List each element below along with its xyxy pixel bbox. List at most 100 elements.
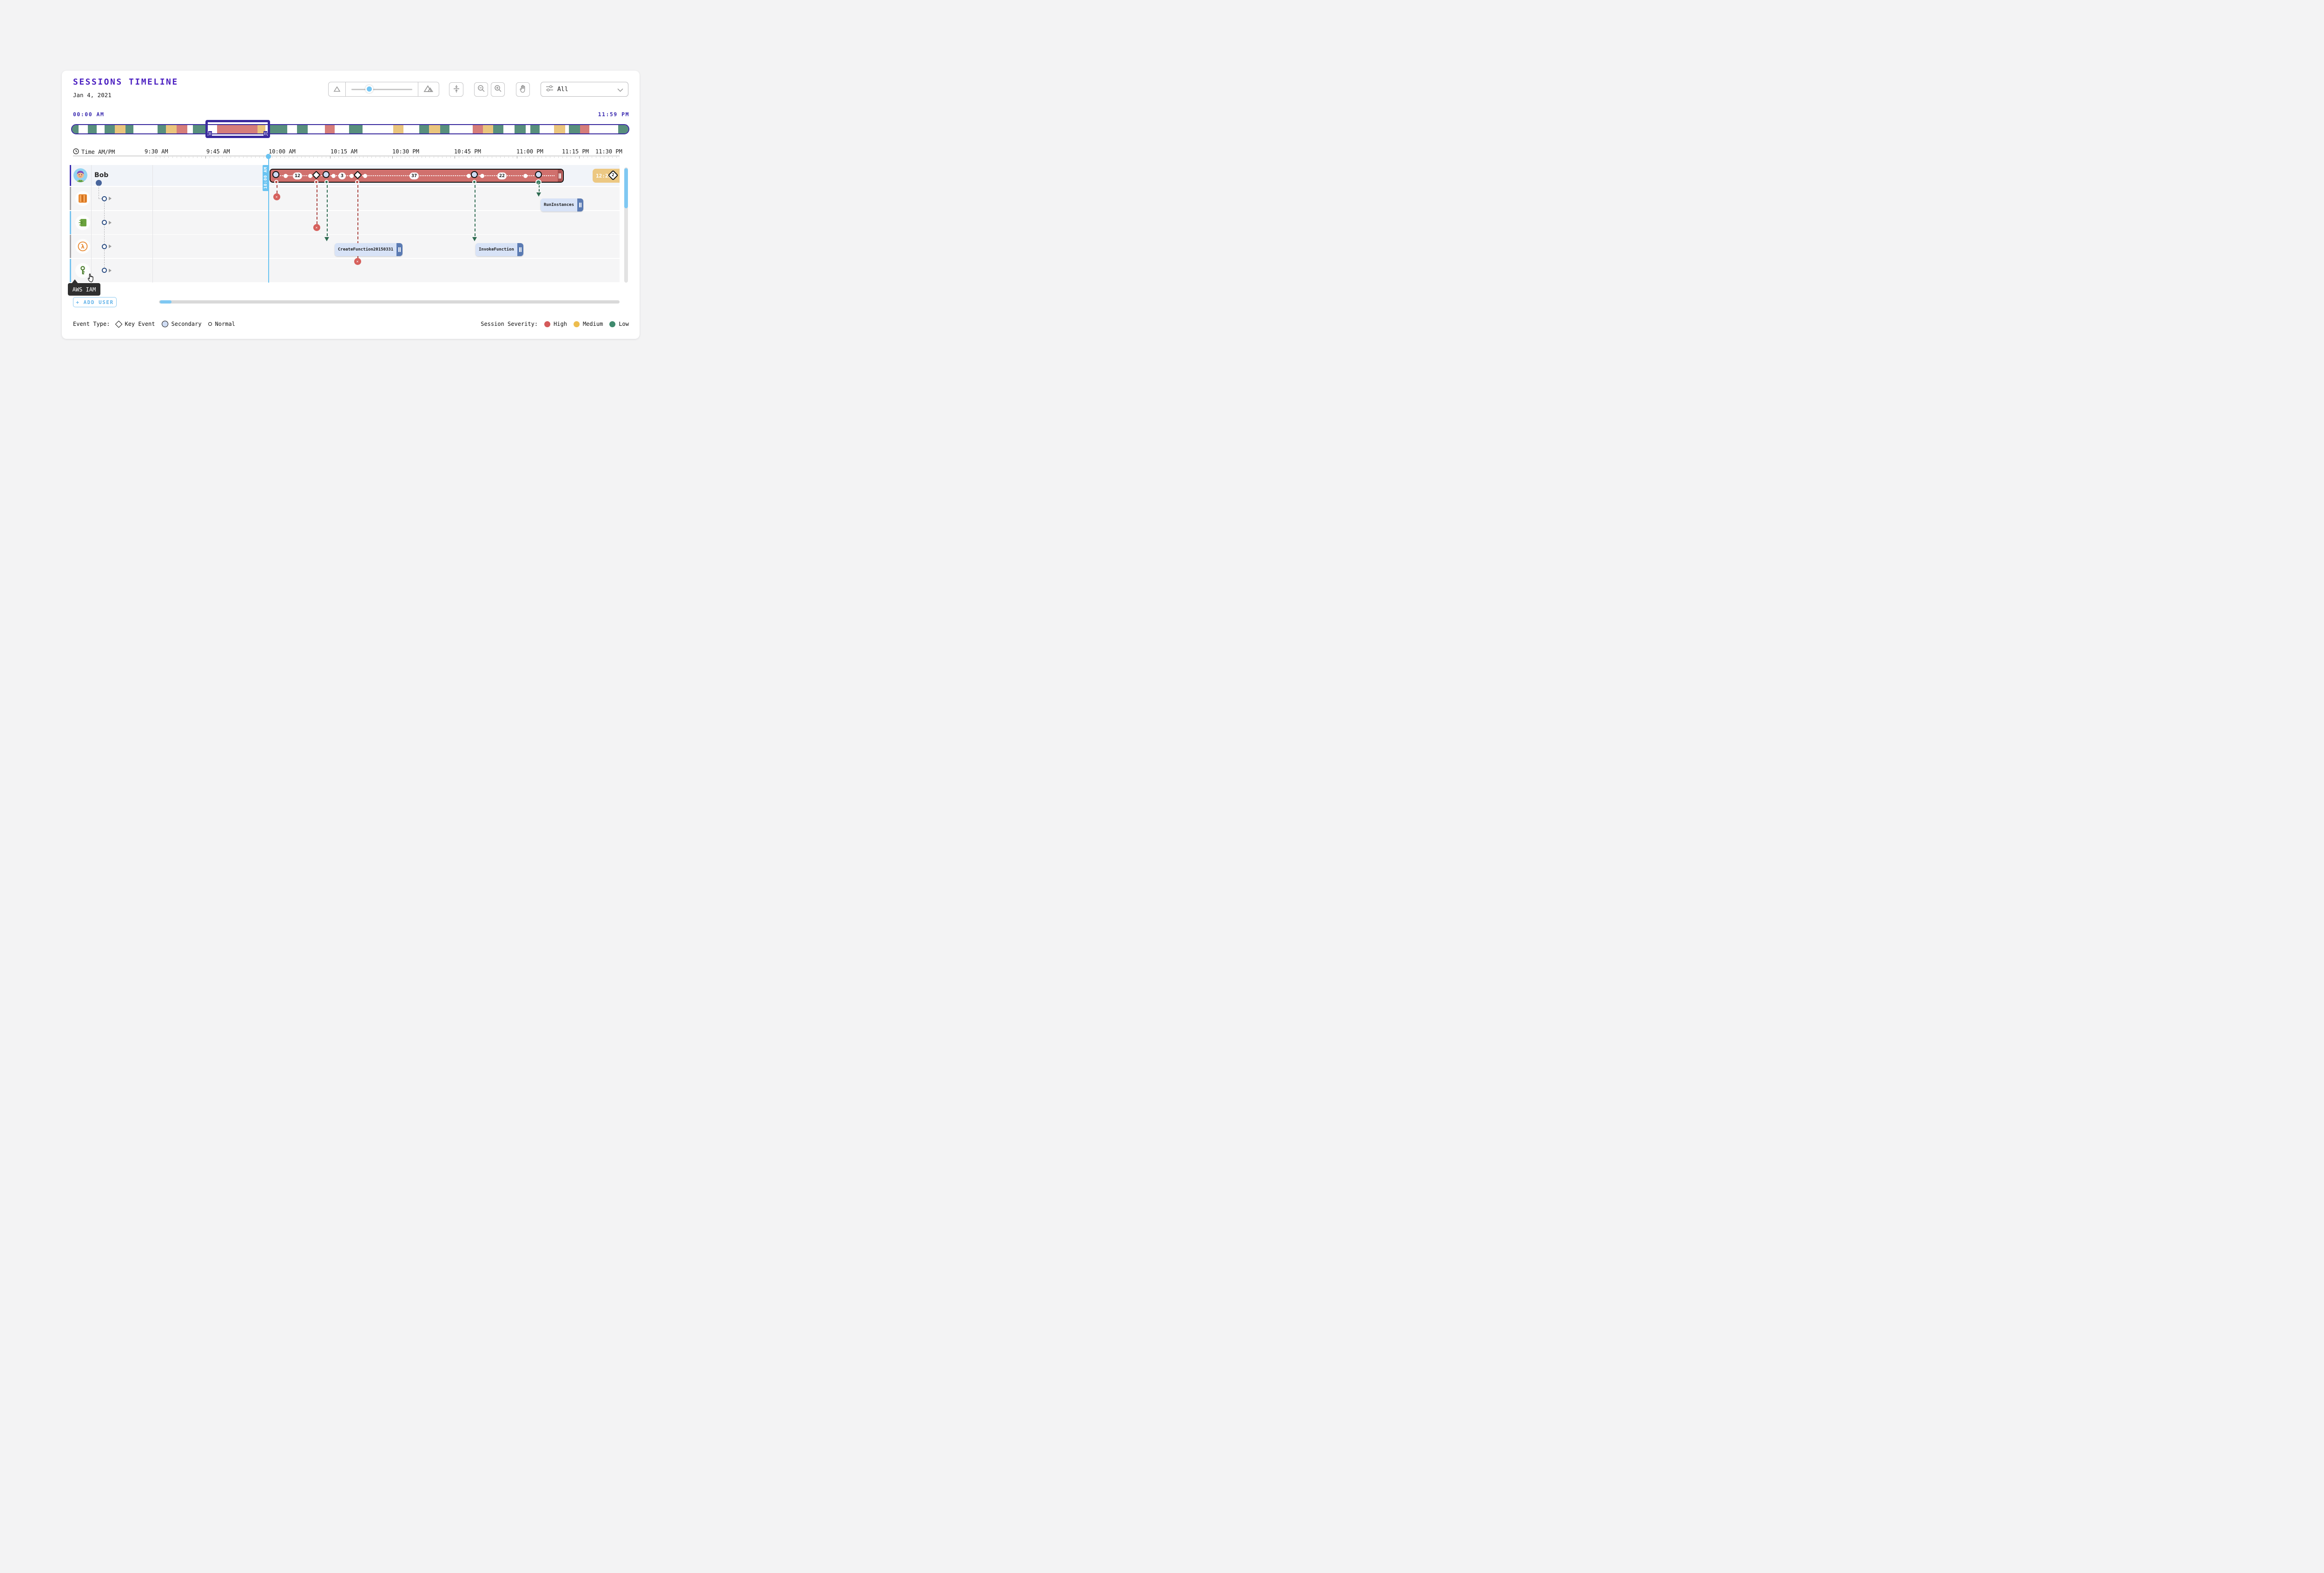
ruler-tick — [367, 156, 368, 158]
magnifier-plus-icon — [494, 85, 502, 94]
zoom-slider[interactable] — [345, 82, 418, 96]
current-time-marker[interactable] — [266, 154, 271, 159]
event-label-handle[interactable] — [396, 243, 403, 256]
ruler-tick — [392, 156, 393, 159]
ruler-tick — [429, 156, 430, 158]
ruler-tick — [205, 156, 206, 159]
ruler-tick — [280, 156, 281, 158]
event-normal[interactable] — [466, 173, 471, 178]
ruler-tick — [309, 156, 310, 158]
event-normal[interactable] — [363, 173, 367, 178]
event-secondary[interactable] — [471, 171, 478, 178]
event-secondary[interactable] — [535, 171, 542, 178]
ruler-tick — [446, 156, 447, 158]
user-row-stripe — [70, 165, 71, 186]
service-row-stripe — [70, 235, 71, 258]
slider-thumb[interactable] — [365, 85, 373, 93]
tooltip: AWS IAM — [68, 283, 100, 296]
overview-timeline-bar[interactable] — [71, 124, 629, 134]
overview-segment — [349, 125, 363, 133]
axis-header-label: Time AM/PM — [81, 149, 115, 155]
ruler[interactable] — [73, 155, 620, 157]
avatar[interactable] — [73, 168, 87, 182]
failed-event-marker: ✕ — [273, 193, 280, 200]
ruler-tick — [467, 156, 468, 158]
add-user-button[interactable]: + ADD USER — [73, 297, 117, 307]
axis-tick-label: 10:00 AM — [269, 148, 296, 155]
connector-arrow-icon — [109, 197, 112, 200]
slider-track[interactable] — [351, 89, 412, 90]
service-row-stripe — [70, 187, 71, 210]
event-normal[interactable] — [523, 173, 528, 178]
service-row[interactable] — [70, 211, 620, 234]
ruler-tick — [475, 156, 476, 158]
event-normal[interactable] — [308, 173, 312, 178]
event-count-pill[interactable]: 22 — [497, 172, 507, 179]
event-normal[interactable] — [480, 173, 484, 178]
fit-view-button[interactable] — [449, 82, 463, 97]
horizontal-scrollbar-thumb[interactable] — [160, 300, 172, 304]
connector-circle — [102, 220, 107, 225]
horizontal-scrollbar[interactable] — [159, 300, 620, 304]
event-secondary[interactable] — [272, 171, 280, 178]
connector-circle — [102, 268, 107, 273]
zoom-in-button[interactable] — [491, 82, 505, 97]
brush-handle-left[interactable] — [208, 131, 212, 136]
aws-iam-icon[interactable] — [75, 263, 90, 278]
filter-dropdown[interactable]: All — [541, 82, 628, 97]
legend-item-label: Secondary — [171, 321, 202, 327]
event-count-pill[interactable]: 37 — [409, 172, 419, 179]
filter-icon — [546, 85, 554, 94]
ruler-tick — [226, 156, 227, 158]
drop-arrow-icon — [472, 237, 477, 241]
event-normal[interactable] — [349, 173, 354, 178]
event-label-handle[interactable] — [577, 198, 584, 211]
axis-tick-label: 11:00 PM — [516, 148, 543, 155]
legend-item-label: High — [554, 321, 567, 327]
vertical-scrollbar-thumb[interactable] — [624, 168, 628, 208]
service-row[interactable] — [70, 187, 620, 210]
aws-lambda-icon[interactable]: λ — [75, 239, 90, 254]
event-label-text: RunInstances — [541, 198, 578, 211]
event-label[interactable]: InvokeFunction — [475, 243, 523, 256]
overview-segment — [429, 125, 440, 133]
legend-item-severity: Low — [609, 321, 629, 327]
overview-segment — [270, 125, 287, 133]
overview-segment — [554, 125, 565, 133]
overview-segment — [393, 125, 403, 133]
connector-line — [104, 198, 105, 270]
event-label[interactable]: CreateFunction20150331 — [335, 243, 403, 256]
event-secondary[interactable] — [323, 171, 330, 178]
connector-origin-dot — [96, 180, 102, 186]
overview-brush[interactable] — [205, 120, 270, 138]
ruler-tick — [172, 156, 173, 158]
circle-normal-icon — [208, 322, 212, 326]
zoom-in-mountain-button[interactable] — [418, 82, 439, 96]
ruler-tick — [471, 156, 472, 158]
pan-tool-button[interactable] — [516, 82, 530, 97]
connector-circle — [102, 196, 107, 201]
user-name[interactable]: Bob — [94, 172, 109, 179]
event-normal[interactable] — [283, 173, 288, 178]
aws-ec2-icon[interactable] — [75, 191, 90, 206]
event-count-pill[interactable]: 12 — [292, 172, 303, 179]
brush-handle-right[interactable] — [264, 131, 267, 136]
zoom-out-mountain-button[interactable] — [329, 82, 345, 96]
session-bar-end-handle[interactable] — [558, 170, 562, 182]
event-label[interactable]: RunInstances — [541, 198, 584, 211]
zoom-out-button[interactable] — [474, 82, 488, 97]
event-normal[interactable] — [331, 173, 336, 178]
legend-item-label: Key Event — [125, 321, 155, 327]
aws-deploy-icon[interactable] — [75, 215, 90, 230]
service-row[interactable] — [70, 258, 620, 282]
event-label-handle[interactable] — [517, 243, 523, 256]
tooltip-pointer — [72, 279, 78, 284]
session2-time: 12:20 — [596, 172, 612, 179]
event-count-pill[interactable]: 3 — [338, 172, 346, 179]
legend-item-circle-normal: Normal — [208, 321, 235, 327]
axis-tick-label: 9:45 AM — [206, 148, 230, 155]
ruler-tick — [243, 156, 244, 158]
overview-segment — [217, 125, 257, 133]
vertical-scrollbar[interactable] — [624, 167, 628, 283]
drop-line-low — [327, 185, 328, 236]
